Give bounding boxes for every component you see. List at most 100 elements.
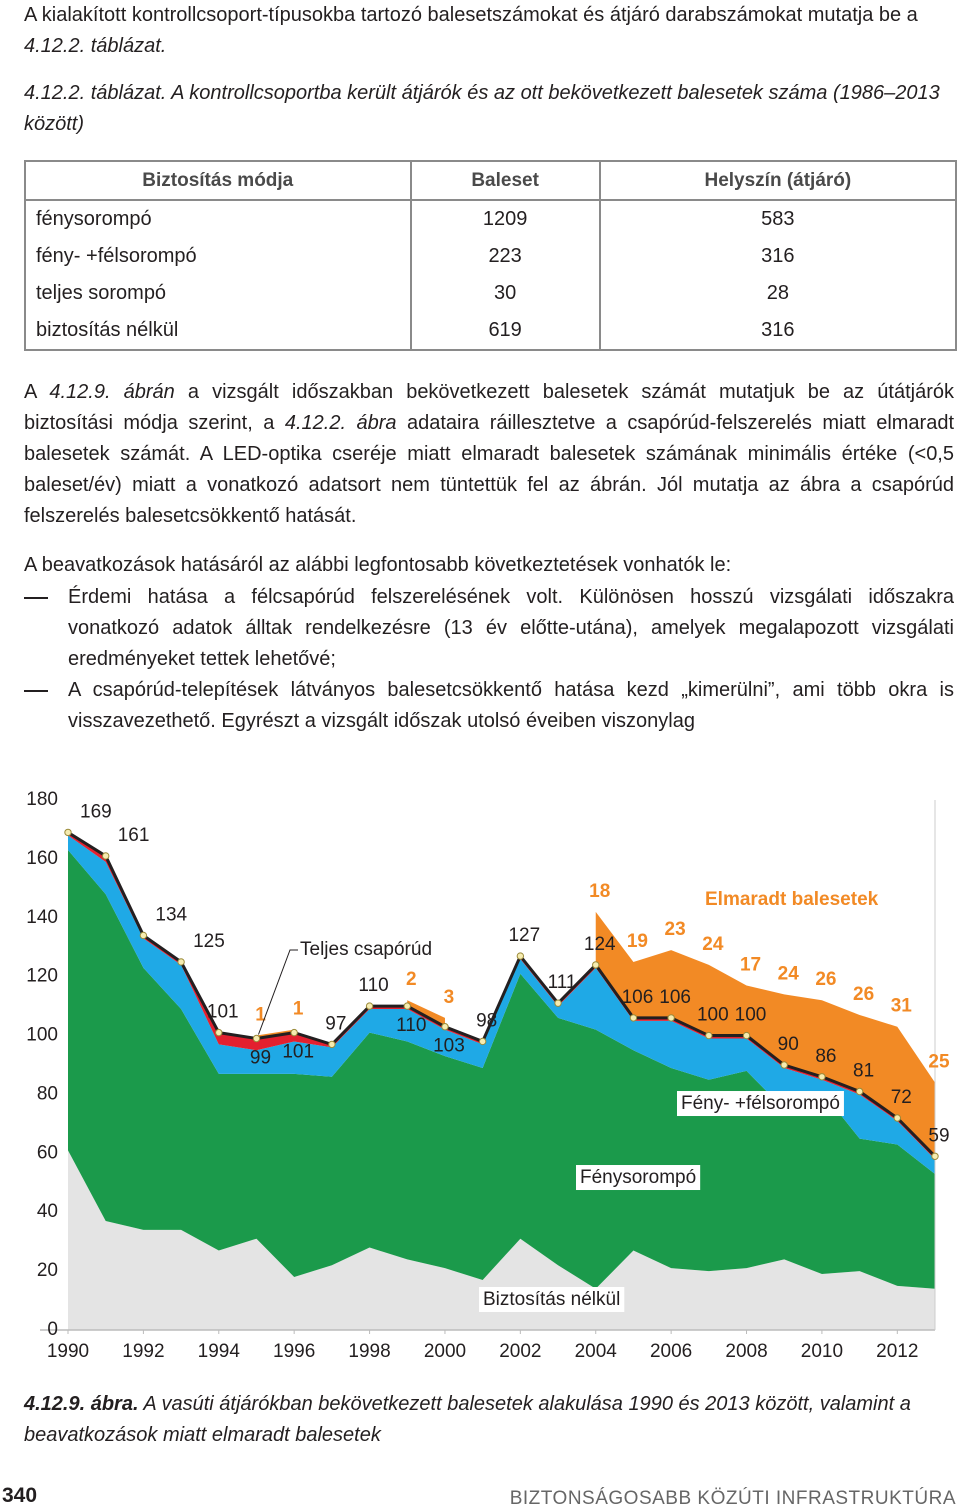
marker [64,828,72,837]
data-label: 124 [584,934,616,955]
header-cell: Helyszín (átjáró) [598,161,958,201]
x-tick-label: 2010 [801,1341,843,1362]
data-label: 1 [255,1005,266,1026]
data-label: 100 [735,1005,767,1026]
reference: 4.12.9. ábrán [49,381,175,403]
y-tick-label: 0 [47,1319,58,1340]
header-row: Biztosítás módja Baleset Helyszín (átjáró) [24,161,958,201]
marker [365,1002,374,1010]
header-cell: Baleset [409,161,601,201]
reference: 4.12.2. ábra [284,412,397,434]
paragraph: A 4.12.9. ábrán a vizsgált időszakban be… [24,377,954,532]
data-label: 23 [665,919,686,940]
area [68,835,935,1174]
marker [780,1061,788,1069]
data-label: 106 [622,987,654,1008]
marker [290,1028,298,1037]
y-tick-label: 160 [26,848,58,869]
x-tick-label: 2002 [499,1341,541,1362]
y-tick-label: 80 [37,1083,58,1104]
table-row: fénysorompó 1209 583 [24,200,958,238]
series-label: Biztosítás nélkül [483,1289,620,1310]
table-cell: fénysorompó [24,200,412,238]
marker [742,1031,751,1040]
data-label: 31 [891,996,913,1017]
y-tick-label: 120 [26,966,58,987]
list-item: A csapórúd-telepítések látványos baleset… [24,675,954,737]
data-label: 110 [396,1015,426,1036]
data-label: 103 [433,1036,465,1057]
running-title: BIZTONSÁGOSABB KÖZÚTI INFRASTRUKTÚRA [509,1488,956,1509]
table-cell: 583 [598,200,958,238]
text: adataira ráillesztetve a csapórúd-felsze… [24,412,955,527]
data-label: 18 [589,881,610,902]
area [68,1150,935,1330]
x-tick-label: 1996 [273,1341,315,1362]
table-cell: 1209 [409,200,601,238]
marker [252,1034,261,1043]
data-label: 26 [815,969,836,990]
x-tick-label: 1992 [122,1341,164,1362]
leader-line [258,949,298,1035]
series-label: Teljes csapórúd [300,939,432,960]
text: a vizsgált időszakban bekövetkezett bale… [24,381,954,434]
series-label: Fény- +félsorompó [681,1093,840,1114]
table-caption: 4.12.2. táblázat. A kontrollcsoportba ke… [24,82,940,135]
marker [516,952,525,960]
page-number: 340 [2,1484,38,1507]
data-label: 81 [853,1061,874,1082]
list-item: Érdemi hatása a félcsapórúd felszerelésé… [24,582,954,675]
marker [177,958,185,966]
data-table: Biztosítás módja Baleset Helyszín (átjáró)… [24,160,958,351]
marker [818,1073,826,1081]
table-cell: 223 [409,238,601,275]
area [68,850,935,1289]
y-tick-label: 180 [26,789,58,810]
area [595,911,935,1157]
table-cell: 30 [409,275,601,312]
text: A kialakított kontrollcsoport-típusokba … [24,4,918,26]
series-label: Fénysorompó [580,1167,696,1188]
figure-label: 4.12.9. ábra. [24,1393,139,1415]
x-tick-label: 1994 [198,1341,241,1362]
table-row: teljes sorompó 30 28 [24,275,958,312]
figure-caption: 4.12.9. ábra. A vasúti átjárókban beköve… [24,1389,954,1451]
marker [101,852,110,860]
table-body: fénysorompó 1209 583 fény- +félsorompó 223 31… [24,200,958,350]
data-label: 101 [207,1002,239,1023]
data-label: 106 [659,987,691,1008]
header-cell: Biztosítás módja [24,161,412,201]
y-tick-label: 140 [26,907,58,928]
marker [667,1014,675,1022]
table-row: fény- +félsorompó 223 316 [24,238,958,275]
data-label: 72 [891,1087,912,1108]
figure-text: A vasúti átjárókban bekövetkezett balese… [24,1393,911,1446]
data-label: 17 [740,955,761,976]
label-background [677,1091,844,1117]
marker [478,1037,487,1046]
y-tick-label: 60 [37,1142,58,1163]
intro: A kialakított kontrollcsoport-típusokba … [24,0,954,62]
series-label: Elmaradt balesetek [705,889,879,910]
data-label: 24 [702,934,724,955]
marker [441,1023,449,1031]
marker [592,961,600,969]
table-cell: biztosítás nélkül [24,312,412,350]
table-cell: 28 [598,275,958,312]
data-label: 59 [928,1125,949,1146]
reference: 4.12.2. táblázat. [24,35,167,57]
data-label: 3 [444,987,455,1008]
marker [139,931,148,940]
data-label: 98 [476,1010,497,1031]
table-cell: 316 [598,238,958,275]
bullet-list: Érdemi hatása a félcsapórúd felszerelésé… [24,582,954,737]
marker [215,1028,223,1037]
data-label: 110 [358,975,388,996]
data-label: 24 [778,963,800,984]
data-label: 101 [282,1042,314,1063]
paragraph: A beavatkozások hatásáról az alábbi legf… [24,554,732,576]
table-cell: teljes sorompó [24,275,412,312]
x-tick-label: 2000 [424,1341,466,1362]
data-label: 1 [293,999,304,1020]
